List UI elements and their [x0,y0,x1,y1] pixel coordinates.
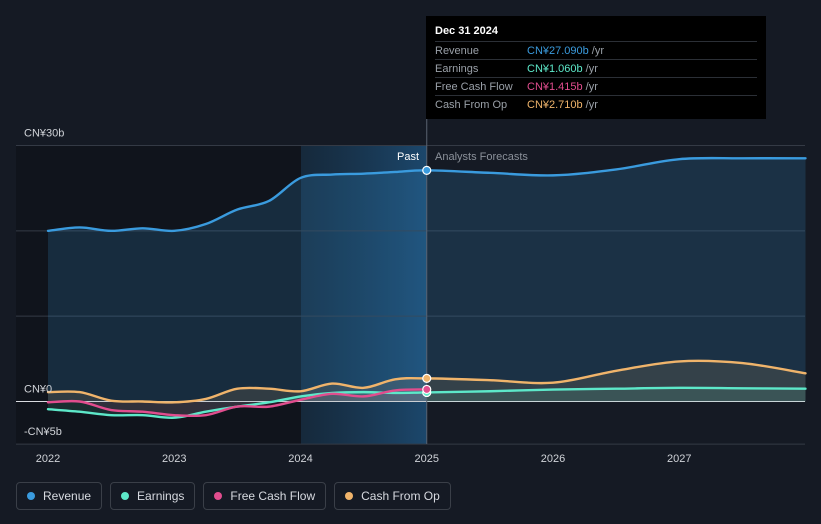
y-tick-label: CN¥30b [24,128,64,140]
tooltip-unit: /yr [585,62,598,75]
marker-revenue [422,165,432,175]
forecast-label: Analysts Forecasts [435,151,528,163]
hover-markers [422,165,432,398]
tooltip-date: Dec 31 2024 [435,25,498,37]
tooltip-unit: /yr [585,80,598,93]
area-earnings [48,387,806,418]
tooltip-row-free-cash-flow: Free Cash Flow CN¥1.415b /yr [435,77,757,95]
tooltip-label: Earnings [435,62,479,75]
line-revenue [46,156,807,233]
y-tick-label: -CN¥5b [24,426,62,438]
legend-item-earnings[interactable]: Earnings [110,482,196,510]
legend-label: Free Cash Flow [230,489,316,503]
legend-label: Cash From Op [361,489,440,503]
legend-item-free-cash-flow[interactable]: Free Cash Flow [203,482,327,510]
x-tick-label: 2023 [162,453,186,465]
y-tick-label: CN¥0 [24,384,52,396]
series-lines [46,156,807,419]
x-tick-label: 2026 [541,453,565,465]
legend-label: Revenue [43,489,92,503]
area-free-cash-flow [48,389,427,416]
legend-item-revenue[interactable]: Revenue [16,482,103,510]
tooltip-unit: /yr [591,44,605,57]
y-axis-labels: CN¥30b CN¥0 -CN¥5b [24,128,64,439]
x-tick-label: 2024 [288,453,312,465]
legend-dot-icon [345,492,354,500]
tooltip-row-cash-from-op: Cash From Op CN¥2.710b /yr [435,95,757,113]
legend-item-cash-from-op[interactable]: Cash From Op [334,482,451,510]
marker-cash-from-op [422,373,432,383]
x-tick-label: 2022 [36,453,60,465]
tooltip-value: CN¥1.060b [527,62,583,75]
legend-label: Earnings [137,489,185,503]
line-free-cash-flow [46,388,428,418]
tooltip-unit: /yr [585,98,598,111]
tooltip-label: Free Cash Flow [435,80,513,93]
x-tick-label: 2027 [667,453,691,465]
legend-dot-icon [214,492,223,500]
past-label: Past [397,151,419,163]
tooltip-label: Cash From Op [435,98,508,111]
tooltip-value: CN¥2.710b [527,98,583,111]
tooltip-value: CN¥27.090b [527,44,589,57]
x-axis-labels: 2022 2023 2024 2025 2026 2027 [36,453,692,465]
legend-dot-icon [121,492,130,500]
tooltip-row-revenue: Revenue CN¥27.090b /yr [435,41,757,59]
legend: Revenue Earnings Free Cash Flow Cash Fro… [16,482,451,510]
tooltip-row-earnings: Earnings CN¥1.060b /yr [435,59,757,77]
x-tick-label: 2025 [415,453,439,465]
line-cash-from-op [46,359,807,404]
tooltip-value: CN¥1.415b [527,80,583,93]
tooltip: Dec 31 2024 Revenue CN¥27.090b /yr Earni… [426,16,766,119]
marker-free-cash-flow [422,384,432,395]
tooltip-label: Revenue [435,44,480,57]
legend-dot-icon [27,492,35,500]
